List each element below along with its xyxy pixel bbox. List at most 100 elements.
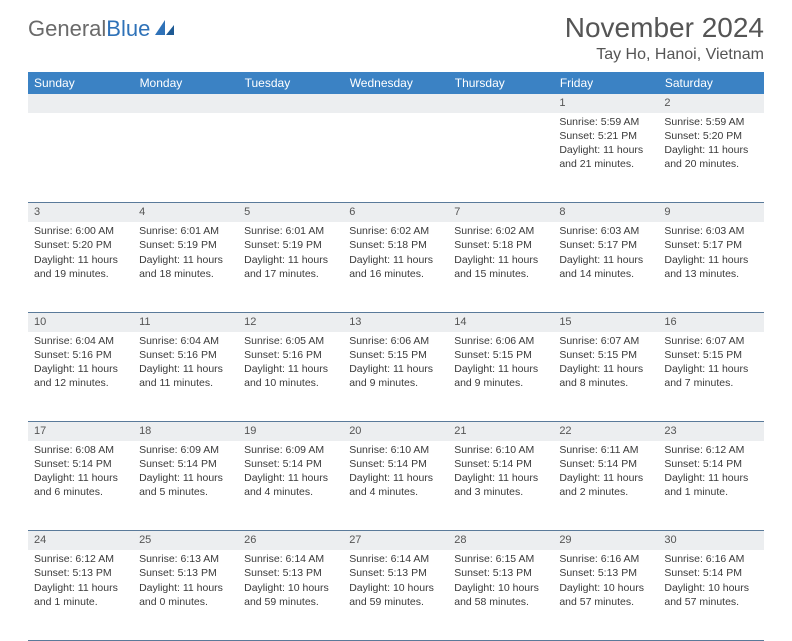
sunrise-text: Sunrise: 6:06 AM bbox=[349, 334, 442, 348]
day-cell: Sunrise: 6:02 AMSunset: 5:18 PMDaylight:… bbox=[343, 222, 448, 312]
sunset-text: Sunset: 5:16 PM bbox=[244, 348, 337, 362]
sunrise-text: Sunrise: 6:12 AM bbox=[664, 443, 757, 457]
day-cell: Sunrise: 6:04 AMSunset: 5:16 PMDaylight:… bbox=[133, 332, 238, 422]
sunrise-text: Sunrise: 6:11 AM bbox=[559, 443, 652, 457]
daylight-text: Daylight: 11 hours and 5 minutes. bbox=[139, 471, 232, 499]
day-cell: Sunrise: 6:12 AMSunset: 5:13 PMDaylight:… bbox=[28, 550, 133, 640]
day-cell-content: Sunrise: 6:07 AMSunset: 5:15 PMDaylight:… bbox=[553, 332, 658, 395]
daylight-text: Daylight: 10 hours and 59 minutes. bbox=[349, 581, 442, 609]
daylight-text: Daylight: 11 hours and 4 minutes. bbox=[349, 471, 442, 499]
daylight-text: Daylight: 11 hours and 12 minutes. bbox=[34, 362, 127, 390]
sunset-text: Sunset: 5:14 PM bbox=[34, 457, 127, 471]
sunset-text: Sunset: 5:16 PM bbox=[34, 348, 127, 362]
day-cell-content: Sunrise: 6:14 AMSunset: 5:13 PMDaylight:… bbox=[238, 550, 343, 613]
sunset-text: Sunset: 5:21 PM bbox=[559, 129, 652, 143]
weekday-header: Wednesday bbox=[343, 72, 448, 94]
daylight-text: Daylight: 11 hours and 13 minutes. bbox=[664, 253, 757, 281]
logo: GeneralBlue bbox=[28, 12, 176, 42]
day-cell: Sunrise: 6:16 AMSunset: 5:14 PMDaylight:… bbox=[658, 550, 763, 640]
day-number-cell bbox=[343, 94, 448, 113]
day-number-cell: 25 bbox=[133, 531, 238, 550]
page-header: GeneralBlue November 2024 Tay Ho, Hanoi,… bbox=[28, 12, 764, 64]
sunrise-text: Sunrise: 5:59 AM bbox=[559, 115, 652, 129]
day-cell: Sunrise: 6:01 AMSunset: 5:19 PMDaylight:… bbox=[133, 222, 238, 312]
sunset-text: Sunset: 5:15 PM bbox=[559, 348, 652, 362]
daylight-text: Daylight: 11 hours and 15 minutes. bbox=[454, 253, 547, 281]
sunset-text: Sunset: 5:13 PM bbox=[349, 566, 442, 580]
sunrise-text: Sunrise: 6:15 AM bbox=[454, 552, 547, 566]
sunset-text: Sunset: 5:19 PM bbox=[139, 238, 232, 252]
daylight-text: Daylight: 11 hours and 11 minutes. bbox=[139, 362, 232, 390]
day-cell: Sunrise: 6:08 AMSunset: 5:14 PMDaylight:… bbox=[28, 441, 133, 531]
daylight-text: Daylight: 11 hours and 9 minutes. bbox=[349, 362, 442, 390]
day-number-row: 12 bbox=[28, 94, 764, 113]
day-number-cell: 30 bbox=[658, 531, 763, 550]
day-cell-content: Sunrise: 6:06 AMSunset: 5:15 PMDaylight:… bbox=[448, 332, 553, 395]
day-number-cell: 17 bbox=[28, 422, 133, 441]
logo-sail-icon bbox=[154, 19, 176, 37]
day-cell-content: Sunrise: 6:10 AMSunset: 5:14 PMDaylight:… bbox=[448, 441, 553, 504]
day-number-cell: 29 bbox=[553, 531, 658, 550]
day-number-cell: 6 bbox=[343, 203, 448, 222]
day-cell-content: Sunrise: 6:16 AMSunset: 5:14 PMDaylight:… bbox=[658, 550, 763, 613]
day-cell: Sunrise: 6:14 AMSunset: 5:13 PMDaylight:… bbox=[238, 550, 343, 640]
sunset-text: Sunset: 5:17 PM bbox=[664, 238, 757, 252]
day-cell-content: Sunrise: 6:07 AMSunset: 5:15 PMDaylight:… bbox=[658, 332, 763, 395]
day-number-cell: 5 bbox=[238, 203, 343, 222]
daylight-text: Daylight: 11 hours and 21 minutes. bbox=[559, 143, 652, 171]
day-cell: Sunrise: 6:09 AMSunset: 5:14 PMDaylight:… bbox=[133, 441, 238, 531]
sunset-text: Sunset: 5:14 PM bbox=[349, 457, 442, 471]
daylight-text: Daylight: 11 hours and 2 minutes. bbox=[559, 471, 652, 499]
sunrise-text: Sunrise: 6:08 AM bbox=[34, 443, 127, 457]
sunrise-text: Sunrise: 6:00 AM bbox=[34, 224, 127, 238]
day-content-row: Sunrise: 6:00 AMSunset: 5:20 PMDaylight:… bbox=[28, 222, 764, 312]
sunset-text: Sunset: 5:13 PM bbox=[559, 566, 652, 580]
sunset-text: Sunset: 5:15 PM bbox=[664, 348, 757, 362]
sunrise-text: Sunrise: 6:09 AM bbox=[244, 443, 337, 457]
day-cell: Sunrise: 6:07 AMSunset: 5:15 PMDaylight:… bbox=[553, 332, 658, 422]
day-cell-content: Sunrise: 6:14 AMSunset: 5:13 PMDaylight:… bbox=[343, 550, 448, 613]
sunset-text: Sunset: 5:18 PM bbox=[454, 238, 547, 252]
daylight-text: Daylight: 11 hours and 6 minutes. bbox=[34, 471, 127, 499]
daylight-text: Daylight: 11 hours and 20 minutes. bbox=[664, 143, 757, 171]
daylight-text: Daylight: 11 hours and 7 minutes. bbox=[664, 362, 757, 390]
day-number-cell: 13 bbox=[343, 312, 448, 331]
day-cell-content: Sunrise: 6:13 AMSunset: 5:13 PMDaylight:… bbox=[133, 550, 238, 613]
day-cell-content: Sunrise: 6:01 AMSunset: 5:19 PMDaylight:… bbox=[238, 222, 343, 285]
sunset-text: Sunset: 5:14 PM bbox=[454, 457, 547, 471]
day-cell: Sunrise: 6:11 AMSunset: 5:14 PMDaylight:… bbox=[553, 441, 658, 531]
sunrise-text: Sunrise: 6:10 AM bbox=[454, 443, 547, 457]
daylight-text: Daylight: 10 hours and 57 minutes. bbox=[559, 581, 652, 609]
logo-text-blue: Blue bbox=[106, 16, 150, 42]
day-cell-content: Sunrise: 6:15 AMSunset: 5:13 PMDaylight:… bbox=[448, 550, 553, 613]
day-cell: Sunrise: 6:09 AMSunset: 5:14 PMDaylight:… bbox=[238, 441, 343, 531]
day-number-cell: 26 bbox=[238, 531, 343, 550]
day-number-cell: 23 bbox=[658, 422, 763, 441]
weekday-header: Tuesday bbox=[238, 72, 343, 94]
day-cell: Sunrise: 6:02 AMSunset: 5:18 PMDaylight:… bbox=[448, 222, 553, 312]
day-cell: Sunrise: 6:10 AMSunset: 5:14 PMDaylight:… bbox=[343, 441, 448, 531]
sunrise-text: Sunrise: 6:01 AM bbox=[244, 224, 337, 238]
day-cell-content: Sunrise: 6:12 AMSunset: 5:13 PMDaylight:… bbox=[28, 550, 133, 613]
day-cell-content: Sunrise: 5:59 AMSunset: 5:20 PMDaylight:… bbox=[658, 113, 763, 176]
sunrise-text: Sunrise: 6:07 AM bbox=[664, 334, 757, 348]
sunrise-text: Sunrise: 6:01 AM bbox=[139, 224, 232, 238]
day-cell: Sunrise: 6:14 AMSunset: 5:13 PMDaylight:… bbox=[343, 550, 448, 640]
daylight-text: Daylight: 10 hours and 57 minutes. bbox=[664, 581, 757, 609]
sunrise-text: Sunrise: 6:16 AM bbox=[664, 552, 757, 566]
day-cell-content: Sunrise: 6:10 AMSunset: 5:14 PMDaylight:… bbox=[343, 441, 448, 504]
day-number-cell: 28 bbox=[448, 531, 553, 550]
day-cell-content: Sunrise: 6:11 AMSunset: 5:14 PMDaylight:… bbox=[553, 441, 658, 504]
sunset-text: Sunset: 5:13 PM bbox=[244, 566, 337, 580]
daylight-text: Daylight: 10 hours and 58 minutes. bbox=[454, 581, 547, 609]
sunrise-text: Sunrise: 6:02 AM bbox=[349, 224, 442, 238]
daylight-text: Daylight: 11 hours and 3 minutes. bbox=[454, 471, 547, 499]
day-cell: Sunrise: 6:01 AMSunset: 5:19 PMDaylight:… bbox=[238, 222, 343, 312]
sunrise-text: Sunrise: 6:14 AM bbox=[349, 552, 442, 566]
day-number-cell: 20 bbox=[343, 422, 448, 441]
sunset-text: Sunset: 5:14 PM bbox=[244, 457, 337, 471]
day-cell: Sunrise: 6:07 AMSunset: 5:15 PMDaylight:… bbox=[658, 332, 763, 422]
day-content-row: Sunrise: 6:12 AMSunset: 5:13 PMDaylight:… bbox=[28, 550, 764, 640]
sunrise-text: Sunrise: 6:06 AM bbox=[454, 334, 547, 348]
day-cell-content: Sunrise: 6:00 AMSunset: 5:20 PMDaylight:… bbox=[28, 222, 133, 285]
